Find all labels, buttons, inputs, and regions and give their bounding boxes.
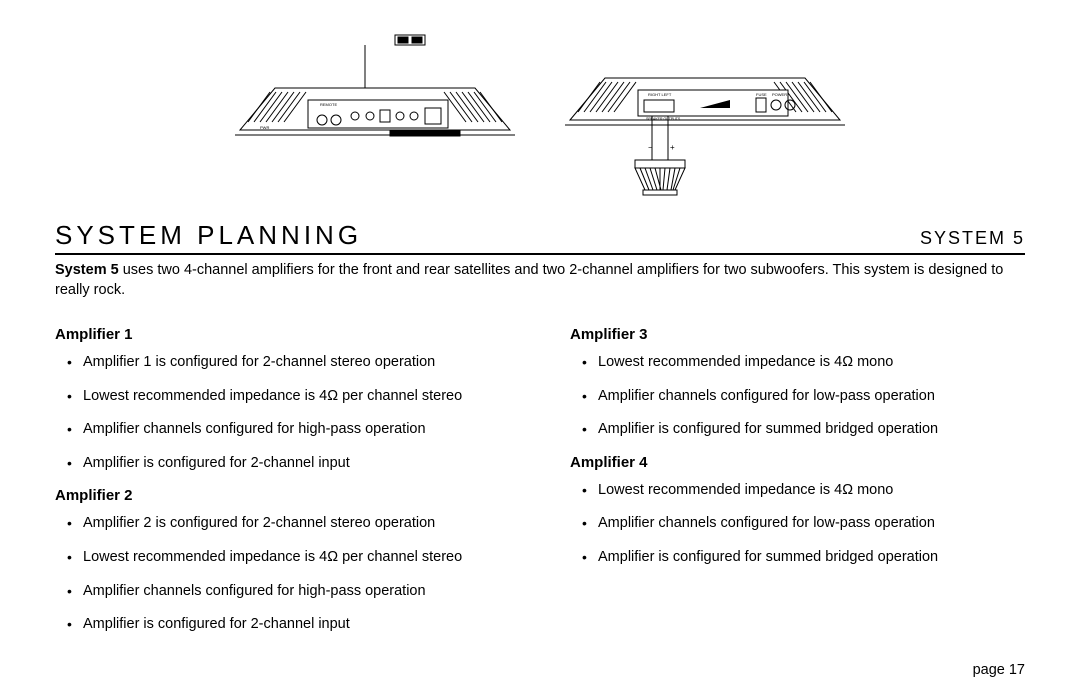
page-number: page 17	[973, 662, 1025, 678]
intro-bold-lead: System 5	[55, 262, 119, 278]
amp1-heading: Amplifier 1	[55, 326, 510, 343]
section-title-left: System Planning	[55, 220, 362, 251]
wiring-diagram: PWR REMOTE	[55, 30, 1025, 190]
amp2-heading: Amplifier 2	[55, 487, 510, 504]
list-item: Lowest recommended impedance is 4Ω mono	[588, 353, 1025, 373]
left-column: Amplifier 1 Amplifier 1 is configured fo…	[55, 318, 510, 649]
amp4-list: Lowest recommended impedance is 4Ω mono …	[570, 481, 1025, 568]
amp3-heading: Amplifier 3	[570, 326, 1025, 343]
list-item: Amplifier channels configured for low-pa…	[588, 514, 1025, 534]
svg-text:RIGHT LEFT: RIGHT LEFT	[648, 92, 672, 97]
intro-text: uses two 4-channel amplifiers for the fr…	[55, 262, 1003, 298]
content-columns: Amplifier 1 Amplifier 1 is configured fo…	[55, 318, 1025, 649]
svg-text:−: −	[648, 143, 653, 152]
amp4-heading: Amplifier 4	[570, 454, 1025, 471]
list-item: Lowest recommended impedance is 4Ω per c…	[73, 548, 510, 568]
amplifier-right-illustration: RIGHT LEFT POWER FUSE SPEAKER OUTPUTS − …	[560, 30, 850, 200]
amp1-list: Amplifier 1 is configured for 2-channel …	[55, 353, 510, 473]
svg-text:PWR: PWR	[260, 125, 269, 130]
amp2-list: Amplifier 2 is configured for 2-channel …	[55, 514, 510, 634]
svg-text:+: +	[670, 143, 675, 152]
amplifier-left-illustration: PWR REMOTE	[230, 30, 520, 190]
list-item: Amplifier is configured for 2-channel in…	[73, 454, 510, 474]
list-item: Lowest recommended impedance is 4Ω per c…	[73, 387, 510, 407]
amp3-list: Lowest recommended impedance is 4Ω mono …	[570, 353, 1025, 440]
svg-text:SPEAKER OUTPUTS: SPEAKER OUTPUTS	[646, 117, 681, 121]
list-item: Amplifier is configured for 2-channel in…	[73, 615, 510, 635]
list-item: Amplifier 1 is configured for 2-channel …	[73, 353, 510, 373]
list-item: Amplifier channels configured for low-pa…	[588, 387, 1025, 407]
svg-text:POWER: POWER	[772, 92, 787, 97]
intro-paragraph: System 5 uses two 4-channel amplifiers f…	[55, 261, 1025, 300]
list-item: Amplifier is configured for summed bridg…	[588, 420, 1025, 440]
list-item: Amplifier channels configured for high-p…	[73, 582, 510, 602]
list-item: Amplifier channels configured for high-p…	[73, 420, 510, 440]
list-item: Amplifier is configured for summed bridg…	[588, 548, 1025, 568]
section-title-right: SYSTEM 5	[920, 228, 1025, 249]
list-item: Amplifier 2 is configured for 2-channel …	[73, 514, 510, 534]
svg-text:FUSE: FUSE	[756, 92, 767, 97]
list-item: Lowest recommended impedance is 4Ω mono	[588, 481, 1025, 501]
svg-text:REMOTE: REMOTE	[320, 102, 337, 107]
section-header: System Planning SYSTEM 5	[55, 220, 1025, 255]
manual-page: PWR REMOTE	[0, 0, 1080, 698]
right-column: Amplifier 3 Lowest recommended impedance…	[570, 318, 1025, 649]
